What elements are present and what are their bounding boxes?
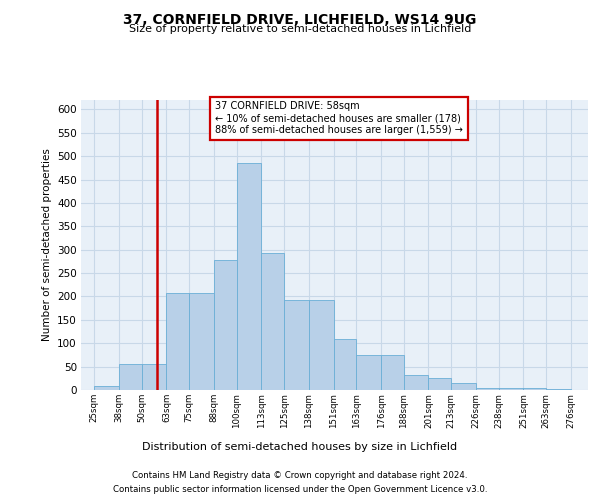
Bar [451,383,476,390]
Bar [546,388,571,390]
Bar [189,293,214,390]
Bar [262,253,284,390]
Bar [499,388,523,390]
Bar [404,375,428,390]
Text: Contains public sector information licensed under the Open Government Licence v3: Contains public sector information licen… [113,484,487,494]
Bar [119,364,142,390]
Bar [237,163,262,390]
Bar [381,355,404,390]
Text: 37 CORNFIELD DRIVE: 58sqm
← 10% of semi-detached houses are smaller (178)
88% of: 37 CORNFIELD DRIVE: 58sqm ← 10% of semi-… [215,102,463,134]
Bar [214,260,237,390]
Text: Size of property relative to semi-detached houses in Lichfield: Size of property relative to semi-detach… [129,24,471,34]
Bar [356,355,381,390]
Bar [142,364,166,390]
Text: Distribution of semi-detached houses by size in Lichfield: Distribution of semi-detached houses by … [142,442,458,452]
Bar [166,293,189,390]
Text: Contains HM Land Registry data © Crown copyright and database right 2024.: Contains HM Land Registry data © Crown c… [132,472,468,480]
Y-axis label: Number of semi-detached properties: Number of semi-detached properties [41,148,52,342]
Bar [523,388,546,390]
Bar [94,386,119,390]
Bar [284,300,309,390]
Bar [428,378,451,390]
Bar [476,388,499,390]
Bar [309,300,334,390]
Bar [334,338,356,390]
Text: 37, CORNFIELD DRIVE, LICHFIELD, WS14 9UG: 37, CORNFIELD DRIVE, LICHFIELD, WS14 9UG [124,12,476,26]
